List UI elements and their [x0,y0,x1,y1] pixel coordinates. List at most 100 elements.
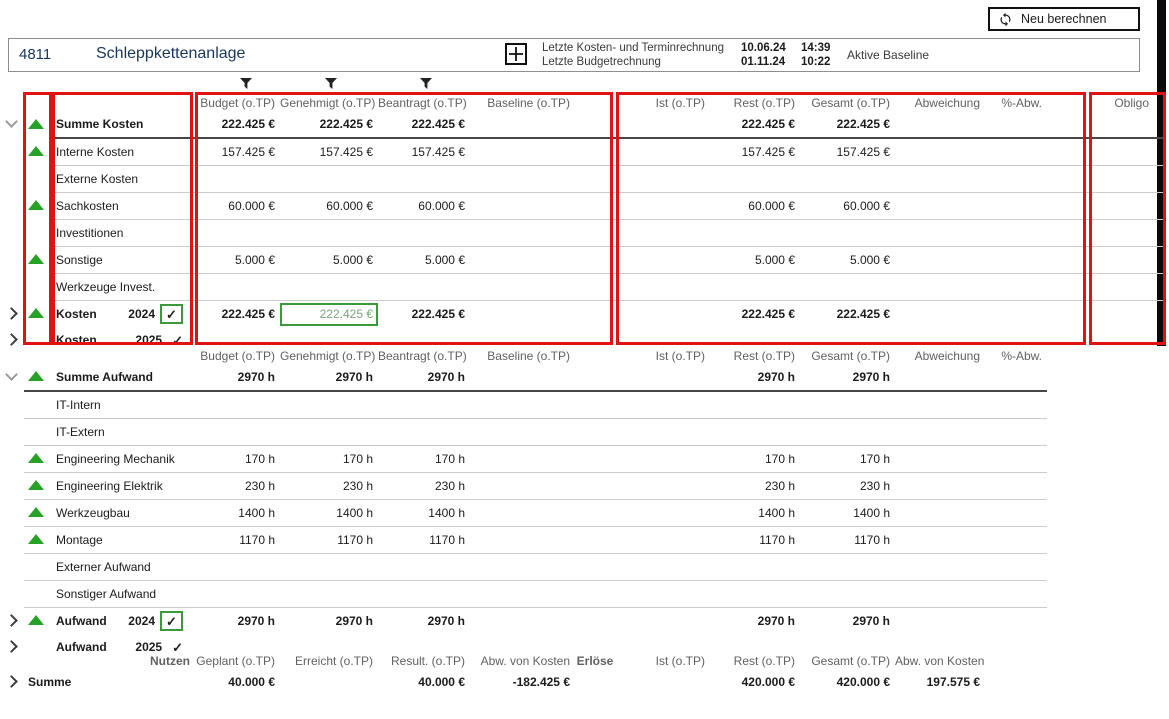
cell-baseline[interactable] [470,445,575,473]
cell-budget[interactable]: 60.000 € [195,192,280,220]
cell-obligo[interactable] [1089,138,1165,166]
cell-gesamt[interactable] [800,391,895,419]
cell-gesamt[interactable]: 1170 h [800,526,895,554]
cell-rest[interactable]: 60.000 € [710,192,800,220]
cell-budget[interactable]: 5.000 € [195,246,280,274]
cell-baseline[interactable] [470,472,575,500]
cell-budget[interactable]: 2970 h [237,614,275,628]
cell-genehmigt[interactable]: 2970 h [280,364,378,392]
cell-prozent-abw[interactable] [985,472,1047,500]
cell-beantragt[interactable]: 5.000 € [378,246,470,274]
cell-rest[interactable] [710,165,800,193]
cell-baseline[interactable] [470,111,575,139]
cell-ist[interactable] [615,526,710,554]
cell-obligo[interactable] [1089,219,1165,247]
cell-abweichung[interactable] [895,580,985,608]
cell-prozent-abw[interactable] [985,499,1047,527]
selected-cell-genehmigt[interactable]: 222.425 € [280,302,378,326]
cell-genehmigt[interactable]: 157.425 € [280,138,378,166]
cell-rest[interactable] [710,219,800,247]
cell-ist[interactable] [615,391,710,419]
add-icon[interactable] [505,43,527,65]
cell-genehmigt[interactable]: 222.425 € [280,301,378,328]
collapse-chevron-icon[interactable] [5,368,18,381]
cell-ist[interactable] [615,418,710,446]
cell-rest[interactable]: 222.425 € [710,111,800,139]
cell-gesamt[interactable]: 1400 h [800,499,895,527]
cell-genehmigt[interactable]: 5.000 € [280,246,378,274]
cell-ist[interactable] [615,499,710,527]
cell-abw-von-kosten-2[interactable]: 197.575 € [926,675,980,689]
cell-baseline[interactable] [470,391,575,419]
cell-abweichung[interactable] [895,608,985,635]
cell-genehmigt[interactable]: 60.000 € [280,192,378,220]
cell-prozent-abw[interactable] [985,246,1047,274]
cell-rest[interactable] [710,580,800,608]
year-checkbox[interactable]: ✓ [160,304,183,324]
cell-gesamt[interactable]: 2970 h [800,364,895,392]
cell-budget[interactable] [195,273,280,301]
cell-gesamt[interactable]: 230 h [800,472,895,500]
cell-budget[interactable] [195,580,280,608]
cell-budget[interactable]: 157.425 € [195,138,280,166]
cell-rest[interactable]: 1400 h [710,499,800,527]
year-checkbox[interactable]: ✓ [172,332,183,348]
cell-budget[interactable]: 222.425 € [221,307,275,321]
cell-ist[interactable] [615,111,710,139]
cell-abweichung[interactable] [895,273,985,301]
cell-baseline[interactable] [470,219,575,247]
cell-beantragt[interactable]: 222.425 € [378,111,470,139]
cell-abweichung[interactable] [895,165,985,193]
cell-prozent-abw[interactable] [985,111,1047,139]
cell-prozent-abw[interactable] [985,445,1047,473]
cell-rest[interactable]: 157.425 € [710,138,800,166]
cell-baseline[interactable] [470,526,575,554]
cell-abweichung[interactable] [895,364,985,392]
cell-abweichung[interactable] [895,553,985,581]
cell-geplant[interactable]: 40.000 € [228,675,275,689]
cell-genehmigt[interactable]: 1170 h [280,526,378,554]
cell-baseline[interactable] [470,246,575,274]
cell-beantragt[interactable]: 2970 h [378,364,470,392]
cell-prozent-abw[interactable] [985,138,1047,166]
cell-obligo[interactable] [1089,273,1165,301]
cell-ist[interactable] [615,246,710,274]
cell-prozent-abw[interactable] [985,526,1047,554]
cell-baseline[interactable] [470,192,575,220]
cell-abw-von-kosten[interactable]: -182.425 € [512,675,570,689]
cell-genehmigt[interactable]: 230 h [280,472,378,500]
cell-ist[interactable] [615,138,710,166]
cell-ist[interactable] [615,192,710,220]
cell-gesamt[interactable]: 222.425 € [836,307,890,321]
cell-beantragt[interactable]: 157.425 € [378,138,470,166]
cell-abweichung[interactable] [895,526,985,554]
cell-genehmigt[interactable]: 2970 h [335,614,373,628]
cell-genehmigt[interactable] [280,580,378,608]
cell-budget[interactable] [195,165,280,193]
cell-obligo[interactable] [1089,111,1165,139]
cell-abweichung[interactable] [895,192,985,220]
cell-genehmigt[interactable]: 170 h [280,445,378,473]
cell-beantragt[interactable] [378,391,470,419]
cell-abweichung[interactable] [895,219,985,247]
cell-gesamt[interactable] [800,418,895,446]
cell-gesamt[interactable]: 2970 h [852,614,890,628]
cell-obligo[interactable] [1089,246,1165,274]
cell-budget[interactable] [195,418,280,446]
cell-genehmigt[interactable] [280,418,378,446]
cell-abweichung[interactable] [895,111,985,139]
cell-ist[interactable] [615,608,710,635]
cell-beantragt[interactable] [378,219,470,247]
expand-chevron-icon[interactable] [5,675,18,688]
cell-prozent-abw[interactable] [985,165,1047,193]
cell-gesamt[interactable]: 222.425 € [800,111,895,139]
cell-result[interactable]: 40.000 € [418,675,465,689]
cell-beantragt[interactable] [378,273,470,301]
cell-rest[interactable] [710,553,800,581]
cell-rest[interactable]: 170 h [710,445,800,473]
cell-baseline[interactable] [470,273,575,301]
cell-budget[interactable]: 170 h [195,445,280,473]
cell-gesamt[interactable] [800,165,895,193]
cell-abweichung[interactable] [895,391,985,419]
cell-beantragt[interactable]: 230 h [378,472,470,500]
